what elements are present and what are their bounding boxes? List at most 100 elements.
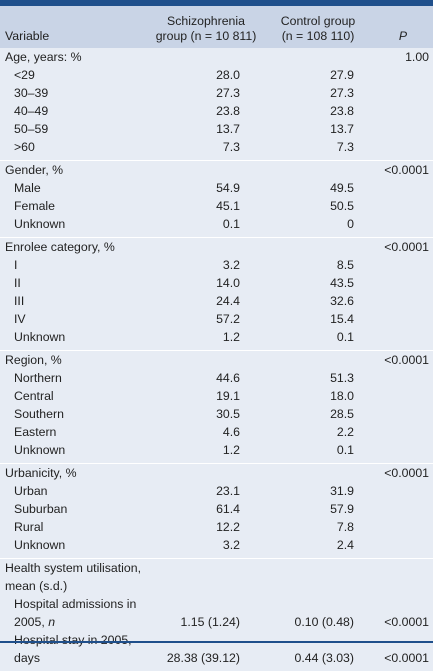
row-label: Eastern [0, 423, 149, 441]
header-row: Variable Schizophrenia group (n = 10 811… [0, 6, 433, 48]
control-value: 57.9 [263, 500, 373, 518]
row-label: Urban [0, 482, 149, 500]
row-label: II [0, 274, 149, 292]
control-value: 31.9 [263, 482, 373, 500]
p-value: <0.0001 [373, 595, 433, 631]
table-row: Unknown 0.1 0 [0, 215, 433, 238]
table-row: III 24.4 32.6 [0, 292, 433, 310]
group-region: Region, % <0.0001 Northern 44.6 51.3 Cen… [0, 351, 433, 464]
table-row: Unknown 1.2 0.1 [0, 328, 433, 351]
control-value: 43.5 [263, 274, 373, 292]
empty-cell [373, 369, 433, 387]
control-value: 27.3 [263, 84, 373, 102]
table-row: Unknown 3.2 2.4 [0, 536, 433, 559]
empty-cell [373, 179, 433, 197]
schizophrenia-value: 3.2 [149, 256, 263, 274]
row-label: Unknown [0, 215, 149, 238]
table-row: <29 28.0 27.9 [0, 66, 433, 84]
empty-cell [149, 464, 263, 483]
empty-cell [373, 387, 433, 405]
schizophrenia-value: 27.3 [149, 84, 263, 102]
group-label: Enrolee category, % [0, 238, 149, 257]
empty-cell [373, 66, 433, 84]
table-row: 40–49 23.8 23.8 [0, 102, 433, 120]
row-label: Rural [0, 518, 149, 536]
header-schizophrenia: Schizophrenia group (n = 10 811) [149, 6, 263, 48]
empty-cell [373, 536, 433, 559]
p-value: <0.0001 [373, 351, 433, 370]
table-row: Female 45.1 50.5 [0, 197, 433, 215]
control-value: 15.4 [263, 310, 373, 328]
empty-cell [263, 48, 373, 66]
empty-cell [373, 518, 433, 536]
empty-cell [373, 405, 433, 423]
empty-cell [373, 500, 433, 518]
table-row: Hospital stay in 2005, days 28.38 (39.12… [0, 631, 433, 671]
control-value: 28.5 [263, 405, 373, 423]
table-row: Southern 30.5 28.5 [0, 405, 433, 423]
p-value: 1.00 [373, 48, 433, 66]
empty-cell [373, 84, 433, 102]
empty-cell [149, 351, 263, 370]
table-row: IV 57.2 15.4 [0, 310, 433, 328]
empty-cell [263, 351, 373, 370]
group-header-row: Health system utilisation, mean (s.d.) [0, 559, 433, 596]
row-label-italic: n [48, 615, 55, 629]
control-value: 23.8 [263, 102, 373, 120]
row-label: 50–59 [0, 120, 149, 138]
row-label: Unknown [0, 328, 149, 351]
header-control-line2: (n = 108 110) [282, 29, 355, 43]
table-row: Eastern 4.6 2.2 [0, 423, 433, 441]
empty-cell [373, 310, 433, 328]
control-value: 13.7 [263, 120, 373, 138]
table-row: Urban 23.1 31.9 [0, 482, 433, 500]
group-label: Age, years: % [0, 48, 149, 66]
row-label: Southern [0, 405, 149, 423]
empty-cell [373, 197, 433, 215]
schizophrenia-value: 54.9 [149, 179, 263, 197]
control-value: 0.44 (3.03) [263, 631, 373, 671]
empty-cell [149, 161, 263, 180]
schizophrenia-value: 3.2 [149, 536, 263, 559]
bottom-rule [0, 641, 433, 643]
table-row: Male 54.9 49.5 [0, 179, 433, 197]
empty-cell [373, 423, 433, 441]
row-label-text: Hospital admissions in 2005, [14, 597, 136, 629]
empty-cell [373, 120, 433, 138]
row-label: <29 [0, 66, 149, 84]
row-label: Northern [0, 369, 149, 387]
empty-cell [373, 482, 433, 500]
empty-cell [263, 238, 373, 257]
row-label: I [0, 256, 149, 274]
table-row: Central 19.1 18.0 [0, 387, 433, 405]
empty-cell [373, 328, 433, 351]
empty-cell [263, 161, 373, 180]
row-label: Female [0, 197, 149, 215]
control-value: 8.5 [263, 256, 373, 274]
schizophrenia-value: 19.1 [149, 387, 263, 405]
header-variable: Variable [0, 6, 149, 48]
group-enrolee-category: Enrolee category, % <0.0001 I 3.2 8.5 II… [0, 238, 433, 351]
row-label: Hospital admissions in 2005, n [0, 595, 149, 631]
group-header-row: Age, years: % 1.00 [0, 48, 433, 66]
control-value: 50.5 [263, 197, 373, 215]
row-label: Unknown [0, 536, 149, 559]
header-control-line1: Control group [281, 14, 356, 28]
row-label: Hospital stay in 2005, days [0, 631, 149, 671]
empty-cell [373, 559, 433, 596]
table-row: I 3.2 8.5 [0, 256, 433, 274]
row-label: 40–49 [0, 102, 149, 120]
schizophrenia-value: 1.2 [149, 441, 263, 464]
empty-cell [373, 441, 433, 464]
schizophrenia-value: 28.0 [149, 66, 263, 84]
empty-cell [373, 292, 433, 310]
empty-cell [373, 256, 433, 274]
control-value: 0.1 [263, 328, 373, 351]
schizophrenia-value: 23.8 [149, 102, 263, 120]
schizophrenia-value: 1.15 (1.24) [149, 595, 263, 631]
header-schizophrenia-line2: group (n = 10 811) [156, 29, 257, 43]
empty-cell [263, 464, 373, 483]
schizophrenia-value: 0.1 [149, 215, 263, 238]
header-p: P [373, 6, 433, 48]
group-label: Gender, % [0, 161, 149, 180]
